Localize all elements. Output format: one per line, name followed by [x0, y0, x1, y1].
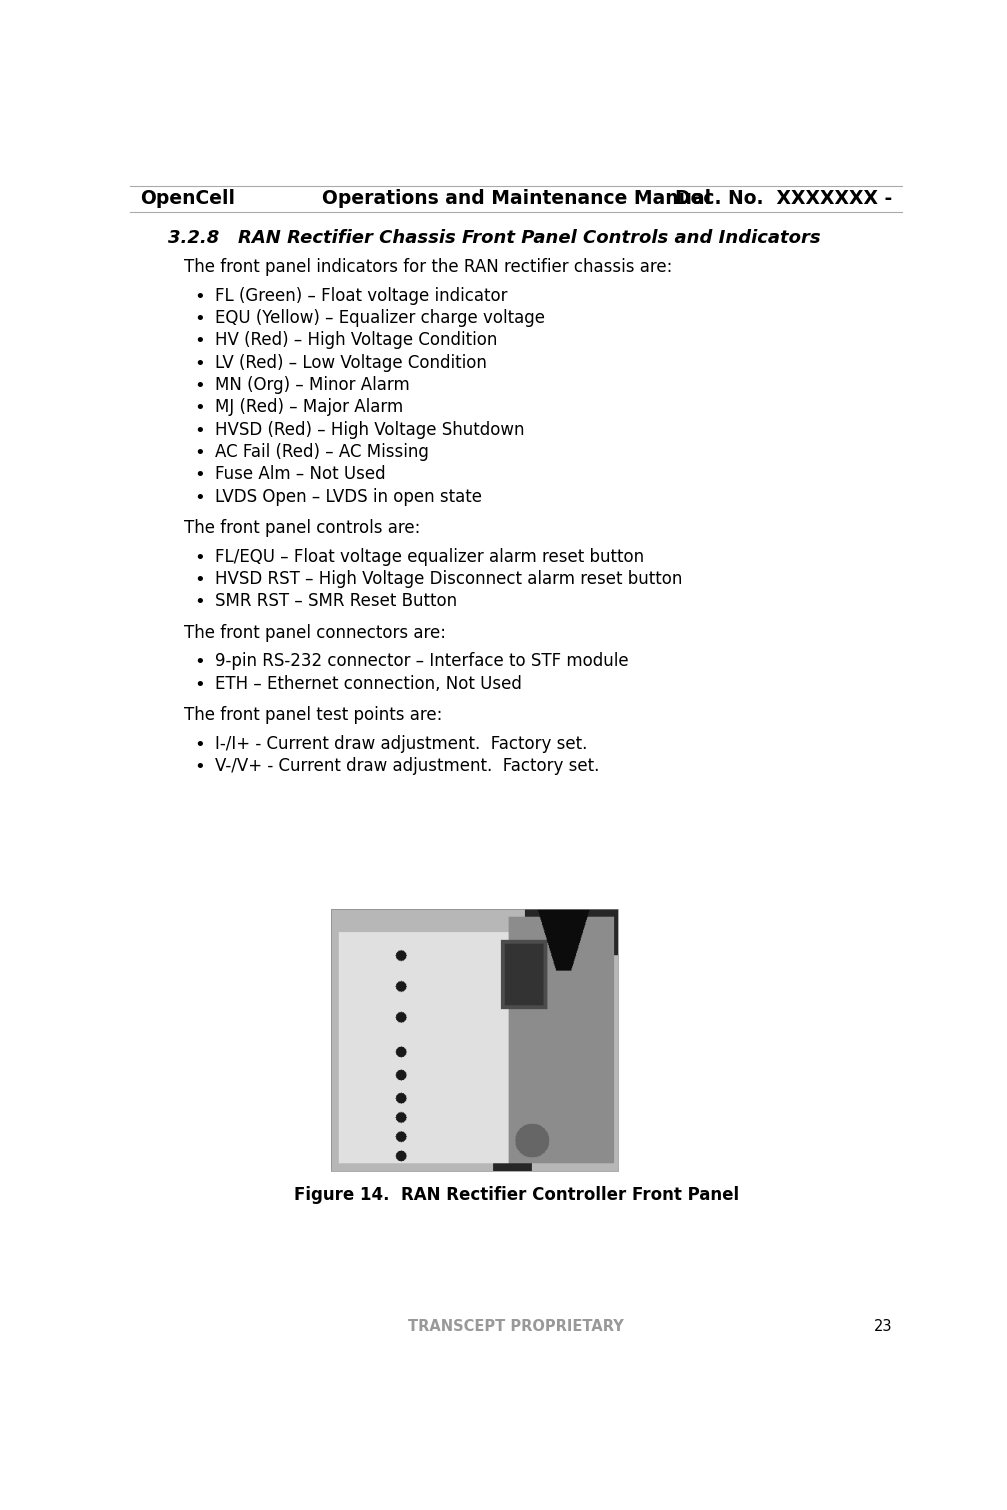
Bar	[331, 909, 618, 1170]
Text: MJ (Red) – Major Alarm: MJ (Red) – Major Alarm	[215, 399, 403, 417]
Text: LV (Red) – Low Voltage Condition: LV (Red) – Low Voltage Condition	[215, 353, 486, 371]
Text: •: •	[194, 421, 204, 439]
Text: LVDS Open – LVDS in open state: LVDS Open – LVDS in open state	[215, 488, 482, 506]
Text: EQU (Yellow) – Equalizer charge voltage: EQU (Yellow) – Equalizer charge voltage	[215, 310, 545, 328]
Text: Doc. No.  XXXXXXX -: Doc. No. XXXXXXX -	[675, 189, 892, 208]
Text: HV (Red) – High Voltage Condition: HV (Red) – High Voltage Condition	[215, 331, 497, 349]
Text: SMR RST – SMR Reset Button: SMR RST – SMR Reset Button	[215, 592, 457, 610]
Text: The front panel indicators for the RAN rectifier chassis are:: The front panel indicators for the RAN r…	[184, 258, 673, 276]
Text: 3.2.8   RAN Rectifier Chassis Front Panel Controls and Indicators: 3.2.8 RAN Rectifier Chassis Front Panel …	[168, 230, 821, 248]
Text: HVSD (Red) – High Voltage Shutdown: HVSD (Red) – High Voltage Shutdown	[215, 421, 525, 439]
Text: •: •	[194, 378, 204, 396]
Text: •: •	[194, 332, 204, 350]
Text: •: •	[194, 758, 204, 776]
Text: •: •	[194, 489, 204, 507]
Text: 9-pin RS-232 connector – Interface to STF module: 9-pin RS-232 connector – Interface to ST…	[215, 652, 628, 670]
Text: 23: 23	[874, 1320, 892, 1335]
Text: Operations and Maintenance Manual: Operations and Maintenance Manual	[321, 189, 711, 208]
Text: TRANSCEPT PROPRIETARY: TRANSCEPT PROPRIETARY	[408, 1320, 624, 1335]
Text: Figure 14.  RAN Rectifier Controller Front Panel: Figure 14. RAN Rectifier Controller Fron…	[293, 1185, 739, 1203]
Text: FL/EQU – Float voltage equalizer alarm reset button: FL/EQU – Float voltage equalizer alarm r…	[215, 548, 644, 566]
Text: •: •	[194, 288, 204, 305]
Text: •: •	[194, 310, 204, 328]
Text: HVSD RST – High Voltage Disconnect alarm reset button: HVSD RST – High Voltage Disconnect alarm…	[215, 571, 683, 587]
Text: Fuse Alm – Not Used: Fuse Alm – Not Used	[215, 465, 386, 483]
Text: •: •	[194, 571, 204, 589]
Text: •: •	[194, 735, 204, 753]
Text: I-/I+ - Current draw adjustment.  Factory set.: I-/I+ - Current draw adjustment. Factory…	[215, 735, 587, 753]
Text: The front panel test points are:: The front panel test points are:	[184, 707, 442, 725]
Text: V-/V+ - Current draw adjustment.  Factory set.: V-/V+ - Current draw adjustment. Factory…	[215, 757, 599, 775]
Text: •: •	[194, 444, 204, 462]
Text: •: •	[194, 548, 204, 566]
Text: •: •	[194, 399, 204, 417]
Text: The front panel connectors are:: The front panel connectors are:	[184, 624, 446, 642]
Text: AC Fail (Red) – AC Missing: AC Fail (Red) – AC Missing	[215, 442, 429, 461]
Text: •: •	[194, 654, 204, 672]
Text: •: •	[194, 676, 204, 693]
Text: •: •	[194, 355, 204, 373]
Text: FL (Green) – Float voltage indicator: FL (Green) – Float voltage indicator	[215, 287, 508, 305]
Text: •: •	[194, 467, 204, 485]
Text: ETH – Ethernet connection, Not Used: ETH – Ethernet connection, Not Used	[215, 675, 522, 693]
Text: The front panel controls are:: The front panel controls are:	[184, 519, 420, 538]
Text: •: •	[194, 593, 204, 612]
Text: MN (Org) – Minor Alarm: MN (Org) – Minor Alarm	[215, 376, 410, 394]
Text: OpenCell: OpenCell	[140, 189, 235, 208]
